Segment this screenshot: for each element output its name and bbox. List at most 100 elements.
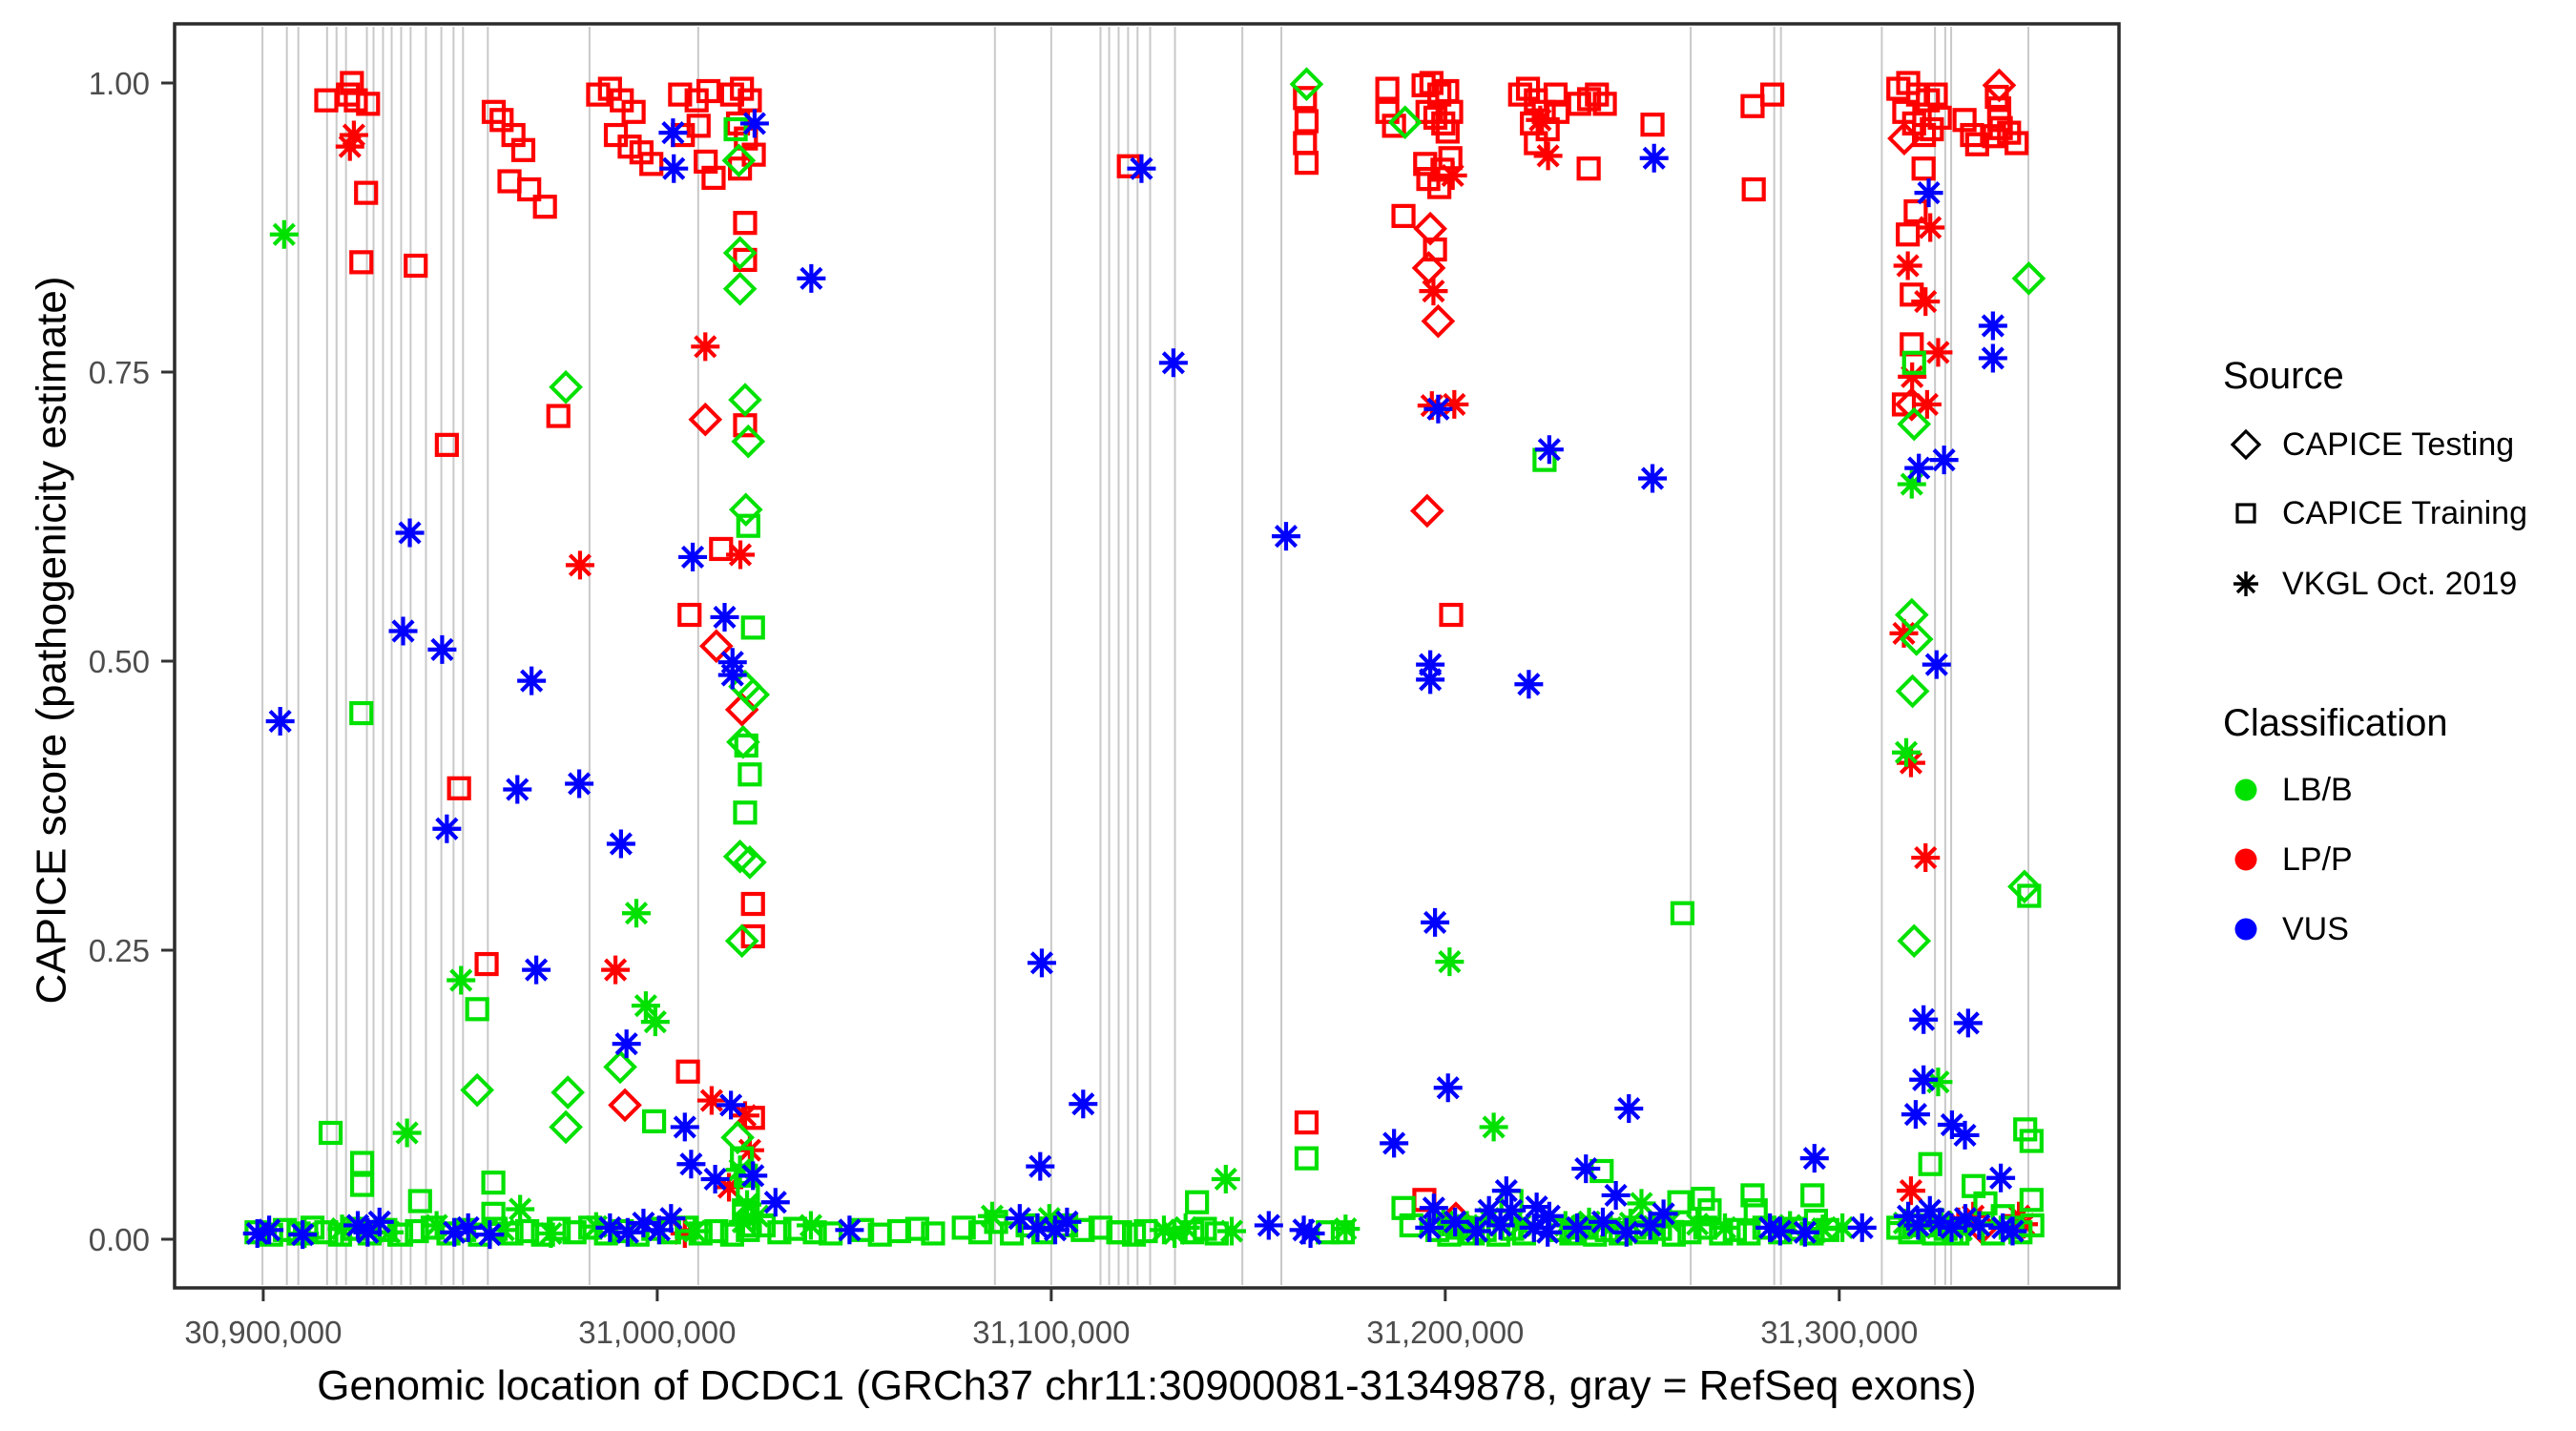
- legend-item-lbb[interactable]: LB/B: [2223, 765, 2353, 815]
- data-point-diamond: [603, 1049, 637, 1085]
- data-point-square: [1294, 1110, 1319, 1135]
- data-point-asterisk: [432, 814, 462, 843]
- data-point-asterisk: [339, 120, 368, 150]
- data-point-square: [474, 951, 499, 977]
- data-point-asterisk: [1289, 1215, 1319, 1245]
- data-point-asterisk: [1497, 1195, 1527, 1225]
- data-point-asterisk: [364, 1207, 394, 1236]
- data-point-asterisk: [612, 1029, 641, 1059]
- plot-panel-border: [173, 22, 2121, 1290]
- data-point-asterisk: [1937, 1213, 1966, 1242]
- data-point-diamond: [549, 1110, 583, 1145]
- data-point-asterisk: [595, 1213, 625, 1242]
- legend-item-label: LB/B: [2282, 771, 2353, 808]
- data-point-asterisk: [1416, 650, 1445, 679]
- y-tick-label: 0.00: [89, 1222, 150, 1257]
- data-point-asterisk: [725, 1155, 755, 1185]
- data-point-asterisk: [700, 1164, 730, 1193]
- data-point-square: [723, 116, 748, 142]
- data-point-asterisk: [1953, 1008, 1983, 1038]
- data-point-asterisk: [1005, 1204, 1034, 1234]
- data-point-asterisk: [288, 1220, 318, 1250]
- data-point-diamond: [608, 1088, 642, 1123]
- data-point-asterisk: [1419, 1193, 1448, 1223]
- data-point-asterisk: [1160, 1218, 1190, 1248]
- data-point-asterisk: [797, 263, 826, 293]
- data-point-asterisk: [730, 1101, 759, 1130]
- data-point-asterisk: [743, 1201, 773, 1231]
- data-point-square: [343, 88, 368, 113]
- legend: Source CAPICE Testing CAPICE Training VK…: [2194, 0, 2574, 1431]
- data-point-asterisk: [1638, 464, 1668, 493]
- data-point-asterisk: [1415, 1213, 1444, 1242]
- legend-item-vus[interactable]: VUS: [2223, 904, 2349, 954]
- data-point-asterisk: [715, 1172, 744, 1202]
- data-point-diamond: [1289, 67, 1324, 102]
- data-point-asterisk: [1893, 251, 1922, 280]
- data-point-diamond: [728, 492, 763, 528]
- data-point-square: [740, 615, 765, 640]
- data-point-asterisk: [1959, 1201, 1988, 1231]
- data-point-asterisk: [629, 1209, 658, 1238]
- data-point-square: [737, 88, 762, 113]
- data-point-asterisk: [717, 1090, 746, 1120]
- data-point-asterisk: [422, 1211, 451, 1240]
- data-point-asterisk: [659, 154, 689, 183]
- data-point-square: [1973, 1191, 1998, 1216]
- data-point-asterisk: [1903, 1211, 1933, 1240]
- data-point-asterisk: [440, 1217, 469, 1247]
- data-point-asterisk: [1889, 618, 1919, 648]
- data-point-square: [696, 78, 721, 104]
- legend-item-label: VUS: [2282, 910, 2349, 947]
- data-point-asterisk: [1421, 907, 1450, 937]
- data-point-asterisk: [1929, 446, 1959, 475]
- data-point-asterisk: [733, 1190, 762, 1219]
- data-point-asterisk: [696, 1086, 726, 1115]
- x-tick-label: 31,300,000: [1760, 1315, 1918, 1350]
- data-point-asterisk: [475, 1220, 505, 1250]
- data-point-asterisk: [1171, 1213, 1200, 1242]
- data-point-square: [354, 180, 379, 205]
- legend-item-capice-training[interactable]: CAPICE Training: [2223, 488, 2527, 538]
- red-dot-icon: [2234, 848, 2257, 871]
- x-axis-title: Genomic location of DCDC1 (GRCh37 chr11:…: [317, 1362, 1977, 1409]
- data-point-asterisk: [1911, 287, 1941, 317]
- data-point-square: [1589, 1158, 1614, 1184]
- data-point-asterisk: [1027, 948, 1056, 978]
- data-point-square: [546, 404, 571, 428]
- data-point-asterisk: [1937, 1110, 1966, 1140]
- legend-item-vkgl[interactable]: VKGL Oct. 2019: [2223, 559, 2517, 609]
- data-point-asterisk: [503, 775, 532, 804]
- data-point-asterisk: [680, 1216, 710, 1246]
- data-point-asterisk: [1519, 1213, 1548, 1242]
- data-point-asterisk: [506, 1194, 535, 1224]
- data-point-square: [737, 762, 762, 787]
- data-point-asterisk: [1158, 348, 1188, 378]
- data-point-asterisk: [1923, 338, 1953, 367]
- data-point-asterisk: [1034, 1204, 1064, 1234]
- data-point-diamond: [1897, 406, 1932, 442]
- data-point-square: [1670, 901, 1695, 925]
- legend-item-capice-testing[interactable]: CAPICE Testing: [2223, 420, 2514, 469]
- data-point-square: [1294, 1146, 1319, 1171]
- data-point-square: [1740, 93, 1765, 118]
- data-point-asterisk: [1615, 1209, 1645, 1238]
- data-point-asterisk: [1438, 160, 1467, 190]
- data-point-asterisk: [1914, 178, 1943, 208]
- data-point-asterisk: [1522, 1192, 1551, 1222]
- data-point-square: [1736, 1221, 1761, 1246]
- data-point-square: [621, 99, 646, 124]
- data-point-asterisk: [427, 634, 457, 664]
- data-point-asterisk: [1639, 143, 1669, 173]
- data-point-diamond: [1887, 121, 1922, 156]
- data-point-asterisk: [395, 518, 425, 548]
- legend-item-lpp[interactable]: LP/P: [2223, 835, 2353, 884]
- data-point-asterisk: [621, 899, 651, 928]
- data-point-asterisk: [517, 666, 547, 695]
- data-point-square: [1640, 113, 1665, 137]
- data-point-asterisk: [1755, 1213, 1785, 1242]
- data-point-asterisk: [760, 1188, 790, 1217]
- data-point-square: [1524, 131, 1548, 156]
- data-point-square: [1185, 1190, 1210, 1214]
- data-point-diamond: [731, 424, 766, 459]
